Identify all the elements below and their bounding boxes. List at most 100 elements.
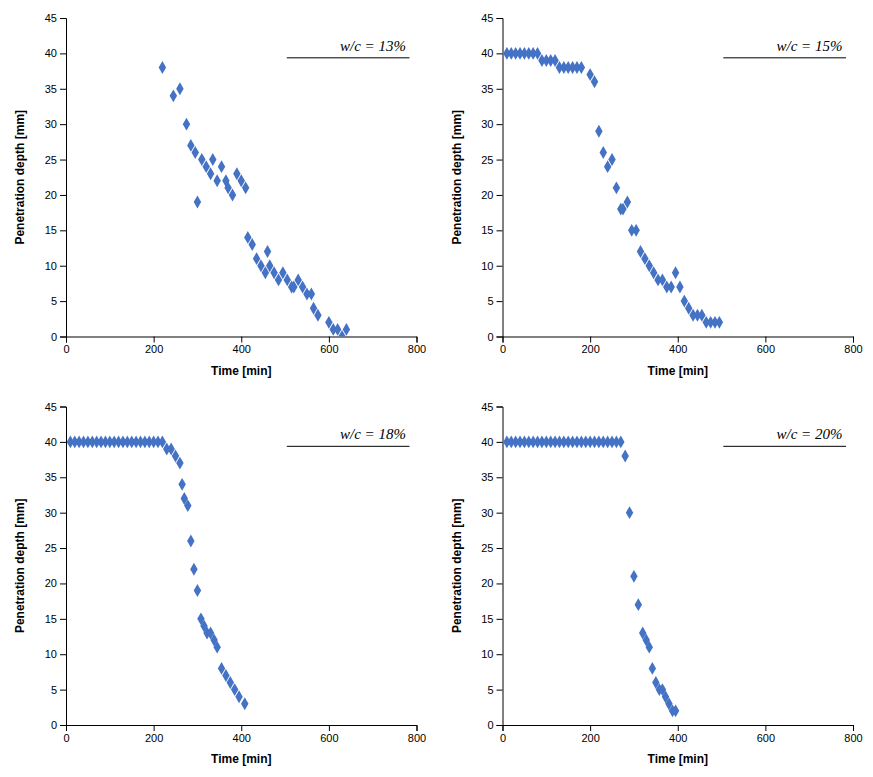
point [178,478,185,491]
point [241,697,248,710]
y-tick-label: 15 [481,224,493,236]
point [176,82,183,95]
y-tick-mark [497,266,503,267]
y-tick-mark [497,230,503,231]
subplot: 0200400600800051015202530354045Time [min… [450,401,863,766]
y-tick-mark [60,513,66,514]
y-tick-label: 35 [481,83,493,95]
x-axis: 0200400600800 [500,725,863,744]
x-tick: 800 [844,725,862,744]
x-tick: 200 [581,337,599,356]
y-tick-label: 45 [481,12,493,24]
point [209,153,216,166]
y-tick-mark [60,53,66,54]
point [591,75,598,88]
y-axis-title: Penetration depth [mm] [13,498,27,633]
subplot: 0200400600800051015202530354045Time [min… [13,12,426,377]
y-axis: 051015202530354045 [45,401,67,732]
y-tick-mark [60,160,66,161]
y-tick: 20 [45,577,66,589]
y-tick-mark [60,195,66,196]
y-tick: 15 [481,224,502,236]
y-tick: 5 [487,684,502,696]
y-tick-label: 40 [481,436,493,448]
y-tick-mark [497,18,503,19]
x-axis: 0200400600800 [500,337,863,356]
x-tick: 0 [500,337,506,356]
point [676,281,683,294]
y-tick: 30 [45,507,66,519]
x-tick-label: 200 [145,343,163,355]
y-tick: 20 [481,577,502,589]
point [184,499,191,512]
y-tick-label: 30 [45,118,57,130]
annotation-box [337,35,409,57]
subplot: 0200400600800051015202530354045Time [min… [450,12,863,377]
y-tick-mark [497,619,503,620]
point [242,181,249,194]
y-tick-label: 35 [481,471,493,483]
x-axis: 0200400600800 [63,337,426,356]
y-tick: 0 [51,719,66,731]
x-axis-title: Time [min] [211,364,271,378]
x-tick-label: 200 [581,343,599,355]
x-axis-line [67,337,418,343]
y-tick-label: 10 [45,260,57,272]
x-tick-mark [590,337,591,343]
y-tick: 5 [51,295,66,307]
y-axis-line [60,19,67,338]
y-tick: 25 [45,542,66,554]
y-tick: 0 [487,331,502,343]
y-tick: 0 [51,331,66,343]
y-tick-label: 25 [45,542,57,554]
y-tick-mark [497,654,503,655]
point [213,174,220,187]
point [600,146,607,159]
y-tick: 10 [45,260,66,272]
points [159,61,350,336]
y-tick-label: 20 [481,577,493,589]
y-tick: 35 [481,83,502,95]
point [170,89,177,102]
y-tick: 5 [487,295,502,307]
x-tick: 200 [145,725,163,744]
x-tick-label: 200 [581,732,599,744]
x-tick-mark [154,337,155,343]
x-tick-mark [241,337,242,343]
point [248,238,255,251]
x-tick: 600 [320,725,338,744]
x-tick-label: 600 [320,732,338,744]
x-tick: 800 [408,337,426,356]
annotation-group: w/c = 20% [723,423,846,446]
y-tick: 35 [45,471,66,483]
y-tick: 45 [481,12,502,24]
point [578,61,585,74]
y-tick-mark [497,442,503,443]
y-tick: 5 [51,684,66,696]
x-tick-mark [329,337,330,343]
point [621,450,628,463]
y-tick-mark [60,89,66,90]
y-tick-mark [60,654,66,655]
x-tick-mark [417,337,418,343]
y-tick-mark [497,124,503,125]
y-tick: 10 [481,260,502,272]
annotation-box [337,423,409,445]
y-tick-mark [60,301,66,302]
point [595,125,602,138]
y-tick: 40 [481,436,502,448]
x-axis-title: Time [min] [211,752,271,766]
x-tick-label: 600 [320,343,338,355]
y-tick: 15 [481,613,502,625]
y-tick-mark [60,337,66,338]
y-tick-label: 45 [45,401,57,413]
y-tick-mark [60,230,66,231]
x-tick-label: 600 [757,343,775,355]
x-tick-mark [678,725,679,731]
subplot: 0200400600800051015202530354045Time [min… [13,401,426,766]
points [503,435,679,717]
point [630,570,637,583]
y-tick-label: 15 [45,224,57,236]
y-tick-mark [60,548,66,549]
y-tick-mark [497,53,503,54]
